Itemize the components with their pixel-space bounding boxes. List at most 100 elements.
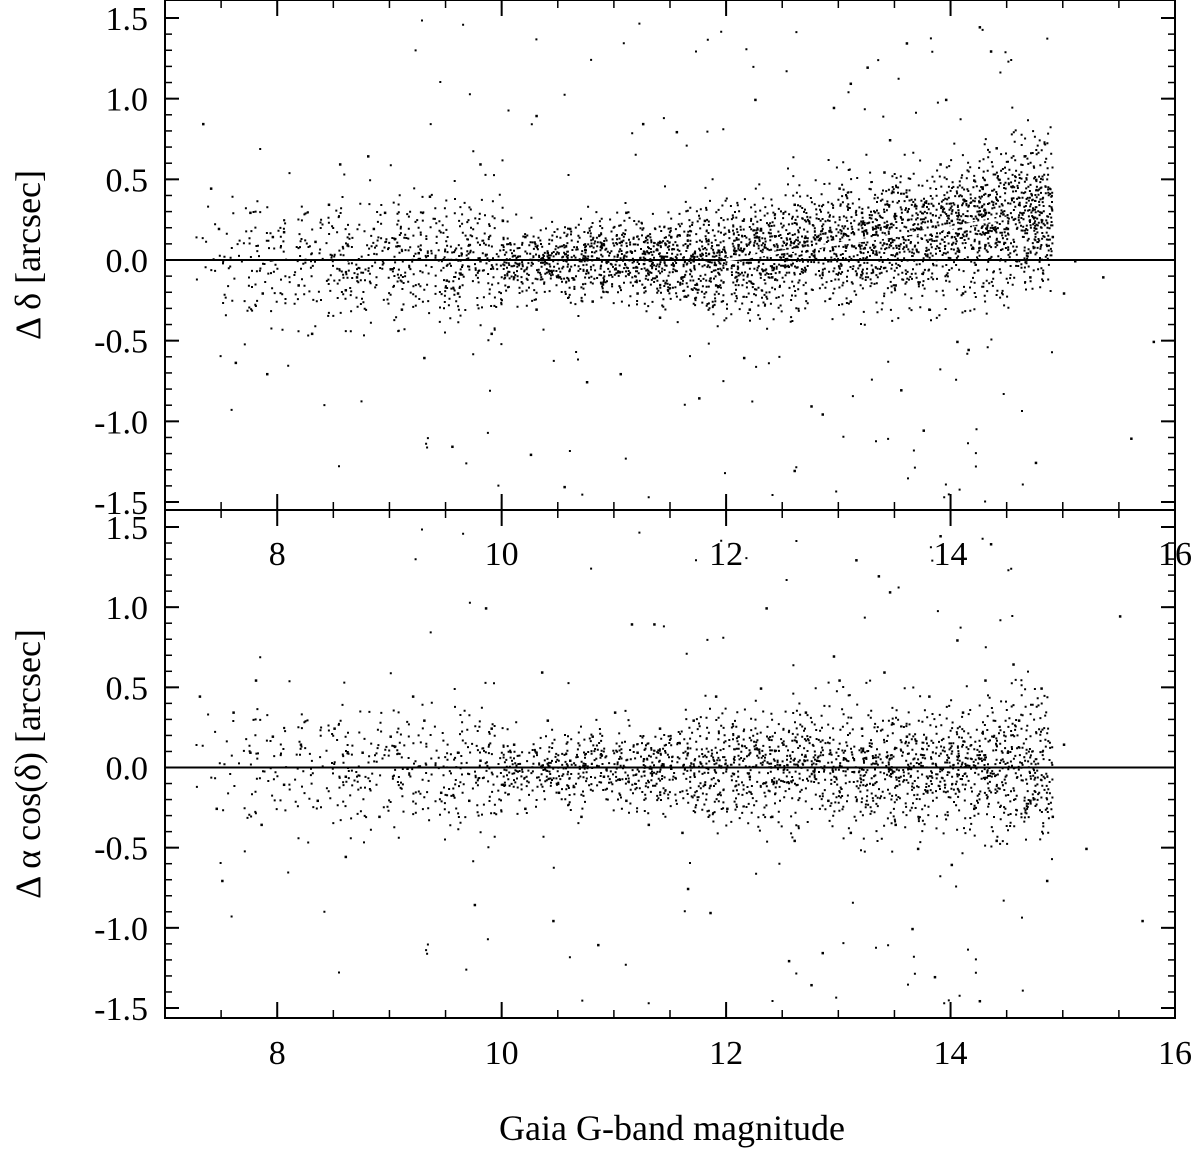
data-point: [900, 389, 903, 392]
data-point: [989, 50, 993, 53]
data-point: [771, 276, 774, 279]
data-point: [670, 767, 673, 770]
data-point: [529, 453, 533, 457]
data-point: [613, 268, 617, 271]
data-point: [860, 727, 864, 730]
data-point: [950, 863, 954, 867]
data-point: [804, 711, 808, 714]
x-axis-title: Gaia G-band magnitude: [499, 1108, 845, 1148]
data-point: [1152, 340, 1156, 344]
data-point: [961, 292, 965, 295]
data-point: [984, 243, 987, 247]
data-point: [939, 535, 942, 538]
data-point: [759, 227, 763, 231]
y-tick-label: 0.5: [106, 670, 149, 707]
y-tick-label: -1.0: [94, 911, 148, 948]
data-point: [916, 227, 920, 231]
data-point: [619, 372, 622, 376]
data-point: [681, 831, 684, 835]
data-point: [456, 292, 460, 295]
data-point: [479, 260, 482, 263]
data-point: [569, 227, 572, 231]
data-point: [978, 999, 982, 1003]
data-point: [1017, 719, 1021, 722]
data-point: [894, 823, 897, 827]
data-point: [821, 413, 824, 416]
data-point: [821, 951, 824, 955]
data-point: [939, 767, 942, 770]
x-tick-label: 8: [269, 1035, 286, 1072]
data-point: [333, 727, 336, 730]
data-point: [1040, 687, 1043, 690]
data-point: [282, 230, 286, 234]
data-point: [647, 251, 651, 255]
data-point: [316, 799, 319, 803]
data-point: [1085, 847, 1088, 851]
data-point: [557, 276, 561, 279]
data-point: [815, 235, 819, 239]
data-point: [849, 82, 853, 86]
data-point: [1029, 799, 1032, 803]
data-point: [490, 332, 493, 336]
data-point: [905, 735, 909, 738]
trend-line: [725, 216, 1007, 262]
data-point: [445, 279, 449, 282]
data-point: [524, 807, 527, 811]
data-point: [221, 879, 224, 883]
data-point: [956, 340, 959, 344]
data-point: [686, 887, 690, 891]
data-point: [883, 671, 886, 674]
y-tick-label: -1.0: [94, 404, 148, 441]
data-point: [944, 98, 948, 102]
y-tick-label: 0.0: [106, 243, 149, 280]
y-tick-label: -1.5: [94, 991, 148, 1028]
data-point: [956, 639, 959, 642]
data-point: [1006, 227, 1010, 231]
data-point: [961, 711, 965, 714]
data-point: [344, 855, 348, 859]
data-point: [1034, 461, 1038, 465]
data-point: [866, 66, 869, 69]
y-axis-title: Δ α cos(δ) [arcsec]: [8, 629, 48, 899]
data-point: [1051, 815, 1055, 819]
data-point: [810, 405, 813, 408]
y-tick-label: -0.5: [94, 324, 148, 361]
x-tick-label: 14: [934, 1035, 968, 1072]
data-point: [737, 735, 740, 738]
data-point: [338, 163, 342, 166]
data-point: [647, 823, 651, 827]
data-point: [995, 839, 998, 843]
data-point: [249, 211, 252, 215]
data-point: [703, 219, 707, 223]
data-point: [894, 284, 897, 287]
data-point: [793, 203, 796, 207]
data-point: [378, 815, 381, 819]
data-point: [832, 655, 836, 658]
plot-frame: [164, 0, 1176, 511]
data-point: [501, 783, 505, 787]
data-point: [1017, 203, 1021, 207]
x-tick-label: 10: [485, 1035, 519, 1072]
data-point: [1102, 276, 1105, 279]
data-point: [479, 759, 482, 762]
data-point: [754, 98, 757, 102]
data-point: [872, 243, 875, 247]
data-point: [406, 767, 409, 770]
data-point: [468, 799, 471, 803]
data-point: [613, 711, 617, 714]
y-tick-label: -1.5: [94, 485, 148, 522]
data-point: [591, 735, 594, 738]
data-point: [759, 687, 763, 690]
data-point: [849, 300, 853, 303]
data-point: [232, 711, 235, 714]
data-point: [372, 227, 376, 231]
data-point: [855, 559, 858, 562]
data-point: [389, 735, 392, 738]
data-point: [202, 122, 205, 126]
data-point: [771, 815, 774, 819]
data-point: [602, 775, 606, 779]
data-point: [883, 171, 886, 174]
data-point: [1029, 276, 1032, 279]
data-point: [989, 543, 993, 546]
data-point: [922, 203, 925, 207]
